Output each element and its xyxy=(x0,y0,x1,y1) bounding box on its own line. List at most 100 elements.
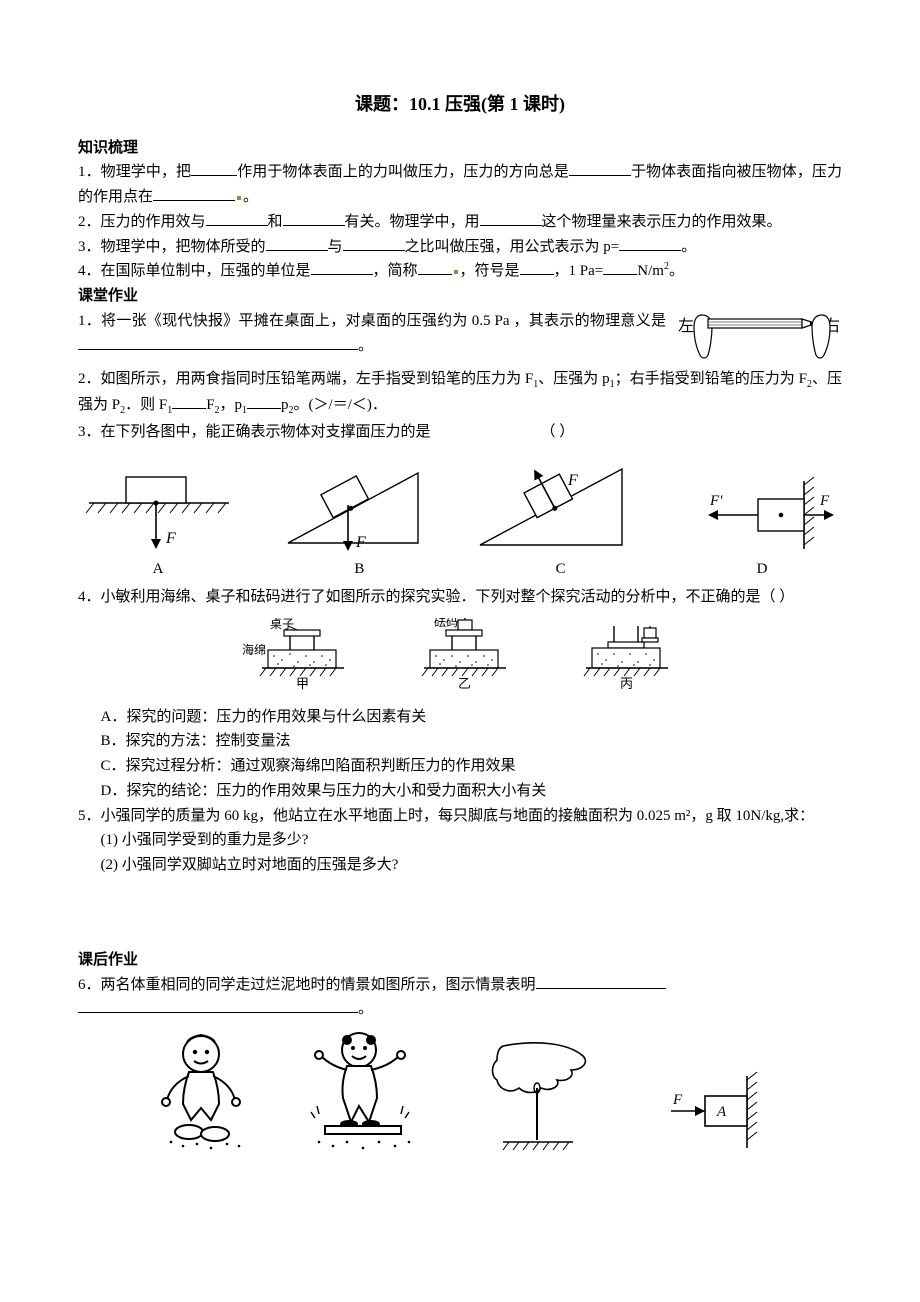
text: 作用于物体表面上的力叫做压力，压力的方向总是 xyxy=(237,164,569,180)
text: 。 xyxy=(358,1001,373,1017)
figure-row-sponge: 桌子 海绵 甲 砝码 xyxy=(78,618,842,698)
text: ，1 Pa= xyxy=(554,263,604,279)
page-title: 课题：10.1 压强(第 1 课时) xyxy=(78,90,842,120)
figure-pencil: 左 右 xyxy=(672,309,842,367)
kt-q5: 5．小强同学的质量为 60 kg，他站立在水平地面上时，每只脚底与地面的接触面积… xyxy=(78,804,842,829)
kt-q4: 4．小敏利用海绵、桌子和砝码进行了如图所示的探究实验．下列对整个探究活动的分析中… xyxy=(78,585,842,610)
text: 。 xyxy=(681,239,696,255)
blank xyxy=(418,274,452,275)
kt-q5-2: (2) 小强同学双脚站立时对地面的压强是多大? xyxy=(78,853,842,878)
sup: 2 xyxy=(664,261,669,272)
blank xyxy=(153,200,235,201)
marker-icon xyxy=(454,270,458,274)
svg-text:A: A xyxy=(716,1104,727,1120)
kt-q4-opt-a: A．探究的问题：压力的作用效果与什么因素有关 xyxy=(78,705,842,730)
section-knowledge: 知识梳理 xyxy=(78,136,842,161)
text: ，符号是 xyxy=(460,263,520,279)
text: 。(＞/＝/＜)． xyxy=(294,397,387,413)
svg-text:桌子: 桌子 xyxy=(270,618,294,631)
blank xyxy=(520,274,554,275)
kt-q4-opt-b: B．探究的方法：控制变量法 xyxy=(78,729,842,754)
kt-q4-opt-c: C．探究过程分析：通过观察海绵凹陷面积判断压力的作用效果 xyxy=(78,754,842,779)
text: 有关。物理学中，用 xyxy=(345,214,480,230)
figure-block-wall: A F xyxy=(649,1068,779,1167)
figure-finger-needle xyxy=(463,1038,613,1167)
figure-row-bottom: A F xyxy=(78,1028,842,1167)
blank xyxy=(603,274,637,275)
figure-sponge-yi: 砝码 乙 xyxy=(400,618,520,698)
opt-a: A xyxy=(148,557,168,582)
paren: （ ） xyxy=(541,424,575,440)
text: ．则 F xyxy=(125,397,167,413)
svg-text:F: F xyxy=(165,530,176,547)
text: 6．两名体重相同的同学走过烂泥地时的情景如图所示，图示情景表明 xyxy=(78,977,536,993)
text: 和 xyxy=(268,214,283,230)
blank xyxy=(343,250,405,251)
blank xyxy=(569,175,631,176)
kz-q2: 2．压力的作用效与 和 有关。物理学中，用 这个物理量来表示压力的作用效果。 xyxy=(78,210,842,235)
worksheet-page: 课题：10.1 压强(第 1 课时) 知识梳理 1．物理学中，把 作用于物体表面上… xyxy=(0,0,920,1302)
section-homework: 课后作业 xyxy=(78,948,842,973)
figure-row-options: F F xyxy=(84,455,836,555)
svg-text:F': F' xyxy=(709,493,723,509)
text: F xyxy=(206,397,214,413)
kt-q5-1: (1) 小强同学受到的重力是多少? xyxy=(78,828,842,853)
text: ，简称 xyxy=(373,263,418,279)
blank xyxy=(283,225,345,226)
text: 。 xyxy=(243,189,258,205)
text: 。 xyxy=(358,338,373,354)
kt-q2: 2．如图所示，用两食指同时压铅笔两端，左手指受到铅笔的压力为 F1、压强为 p1… xyxy=(78,367,842,420)
svg-text:F: F xyxy=(567,472,578,489)
text: 这个物理量来表示压力的作用效果。 xyxy=(542,214,782,230)
figure-kid-mud xyxy=(141,1028,261,1167)
svg-text:F: F xyxy=(355,534,366,551)
option-letter-row: A B C D xyxy=(78,557,842,582)
text: N/m xyxy=(637,263,664,279)
text: 之比叫做压强，用公式表示为 p= xyxy=(405,239,620,255)
section-classwork: 课堂作业 xyxy=(78,284,842,309)
svg-text:丙: 丙 xyxy=(620,676,633,691)
svg-text:F: F xyxy=(819,493,830,509)
opt-d: D xyxy=(752,557,772,582)
blank xyxy=(536,988,666,989)
svg-text:海绵: 海绵 xyxy=(242,642,266,657)
text: 1．物理学中，把 xyxy=(78,164,191,180)
blank xyxy=(619,250,681,251)
spacer xyxy=(78,878,842,948)
text: 2．如图所示，用两食指同时压铅笔两端，左手指受到铅笔的压力为 F xyxy=(78,371,533,387)
figure-sponge-jia: 桌子 海绵 甲 xyxy=(238,618,358,698)
blank xyxy=(78,1012,358,1013)
blank xyxy=(480,225,542,226)
blank xyxy=(172,408,206,409)
opt-b: B xyxy=(349,557,369,582)
kz-q1: 1．物理学中，把作用于物体表面上的力叫做压力，压力的方向总是于物体表面指向被压物… xyxy=(78,160,842,210)
blank xyxy=(206,225,268,226)
marker-icon xyxy=(237,196,241,200)
text: 、压强为 p xyxy=(538,371,609,387)
text: 1．将一张《现代快报》平摊在桌面上，对桌面的压强约为 0.5 Pa ，其表示的物… xyxy=(78,313,666,329)
label-left: 左 xyxy=(678,317,694,335)
svg-text:甲: 甲 xyxy=(296,676,309,691)
blank xyxy=(78,349,358,350)
text: 4．在国际单位制中，压强的单位是 xyxy=(78,263,311,279)
figure-option-c: F xyxy=(472,455,632,555)
text: 3．物理学中，把物体所受的 xyxy=(78,239,266,255)
kh-q6: 6．两名体重相同的同学走过烂泥地时的情景如图所示，图示情景表明 xyxy=(78,973,842,998)
blank xyxy=(266,250,328,251)
svg-text:乙: 乙 xyxy=(458,676,471,691)
kz-q3: 3．物理学中，把物体所受的 与 之比叫做压强，用公式表示为 p= 。 xyxy=(78,235,842,260)
kh-q6b: 。 xyxy=(78,997,842,1022)
text: 3．在下列各图中，能正确表示物体对支撑面压力的是 xyxy=(78,424,431,440)
kt-q4-opt-d: D．探究的结论：压力的作用效果与压力的大小和受力面积大小有关 xyxy=(78,779,842,804)
blank xyxy=(311,274,373,275)
blank xyxy=(191,175,237,176)
opt-c: C xyxy=(551,557,571,582)
figure-kid-board xyxy=(297,1028,427,1167)
kz-q4: 4．在国际单位制中，压强的单位是，简称，符号是，1 Pa=N/m2。 xyxy=(78,259,842,284)
text: 2．压力的作用效与 xyxy=(78,214,206,230)
text: 与 xyxy=(328,239,343,255)
figure-option-b: F xyxy=(278,455,428,555)
text: ；右手指受到铅笔的压力为 F xyxy=(615,371,807,387)
figure-option-d: F' F xyxy=(676,475,836,555)
svg-text:F: F xyxy=(672,1092,683,1108)
